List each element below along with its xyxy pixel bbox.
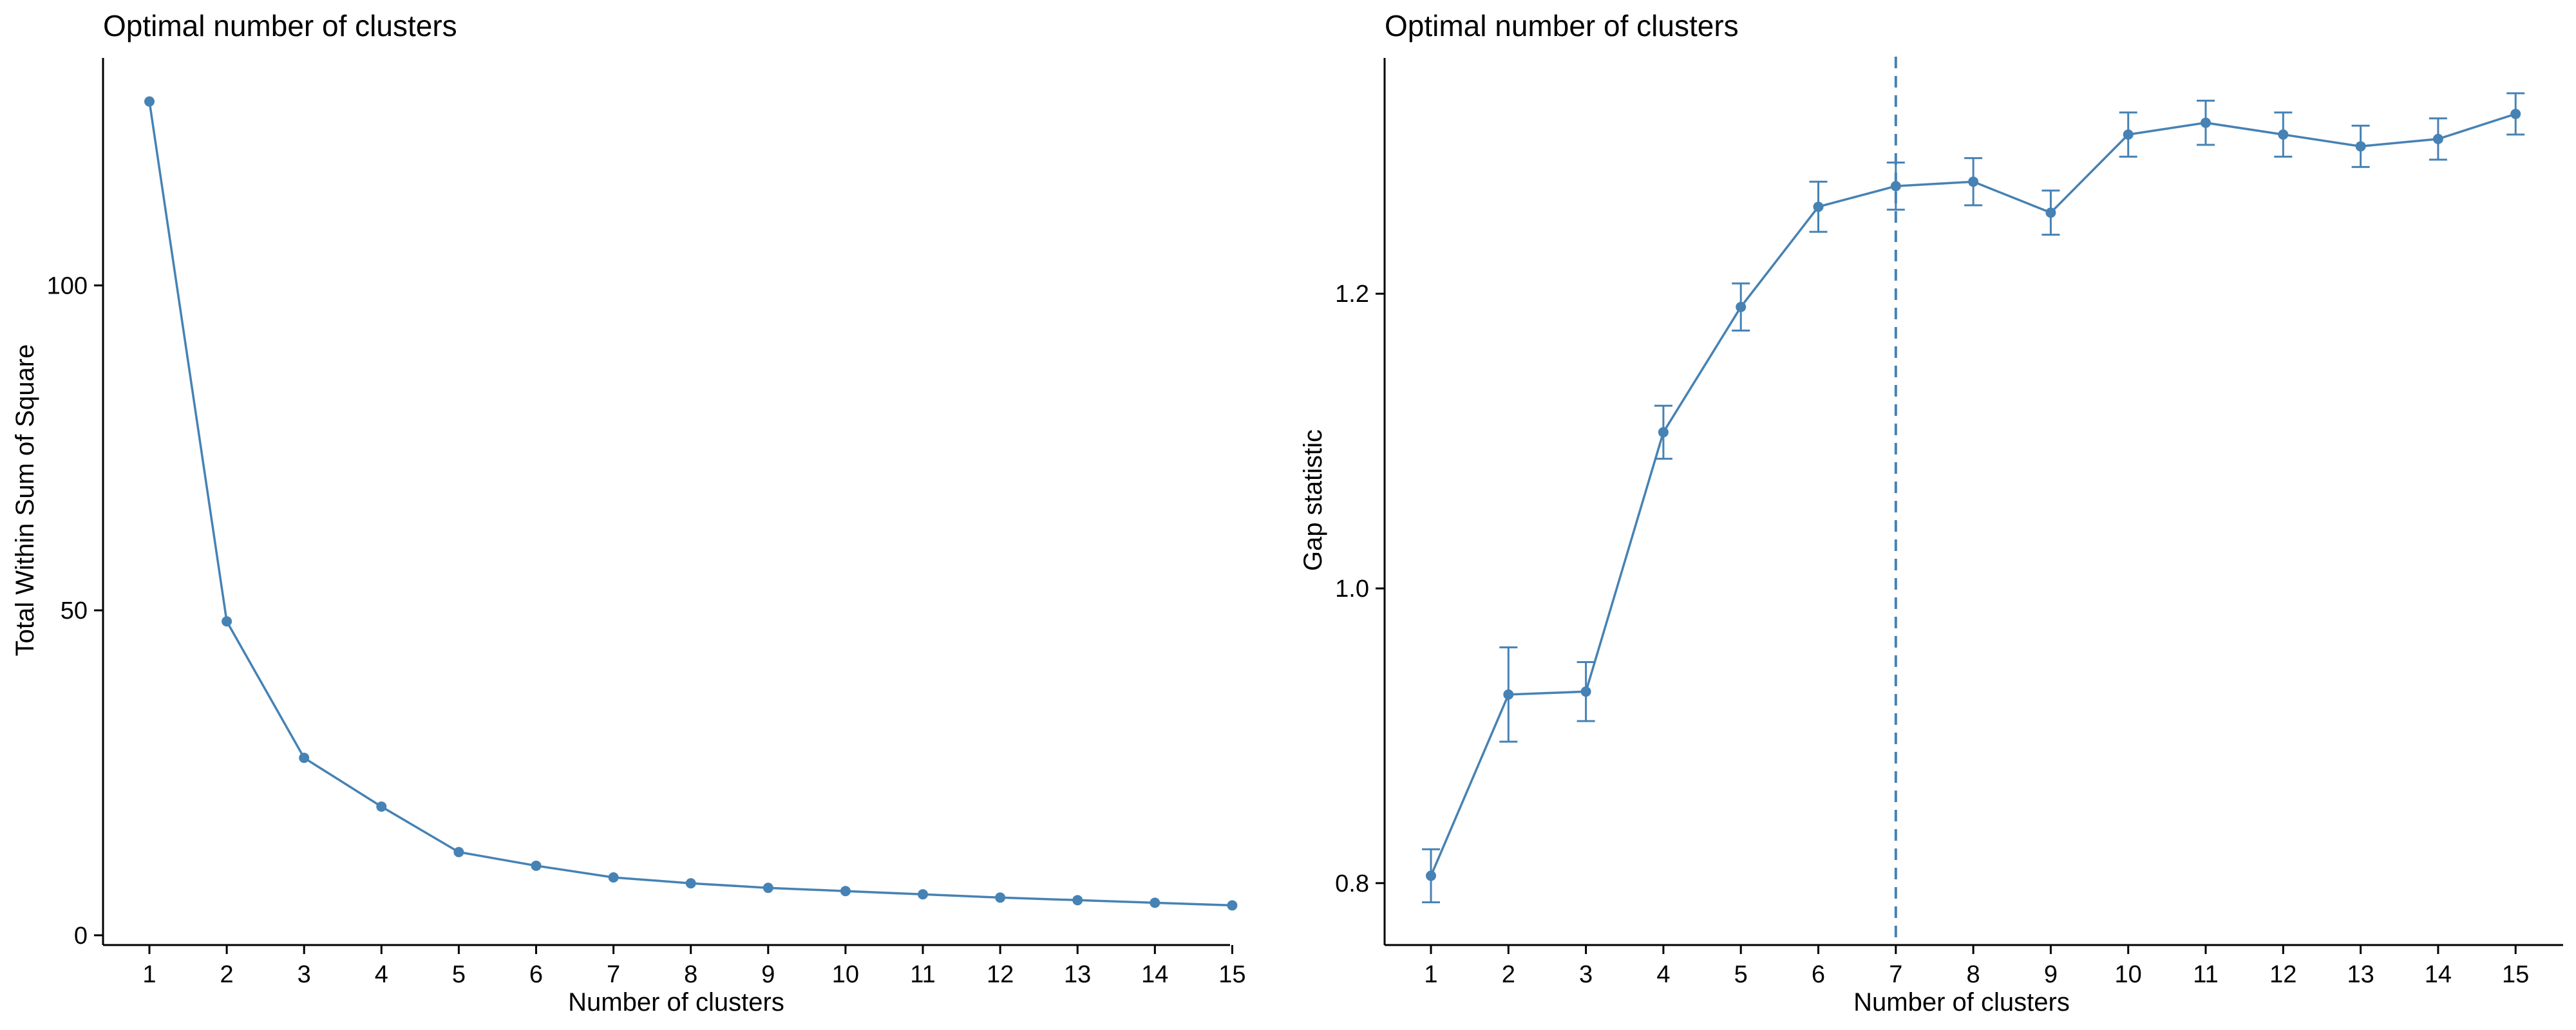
elbow-chart-point [299,753,310,763]
elbow-chart-x-tick-label: 7 [607,961,620,988]
elbow-chart-series-line [148,101,1233,907]
elbow-chart-title: Optimal number of clusters [103,9,457,42]
elbow-chart-point [453,847,464,857]
elbow-chart-x-tick-label: 2 [220,961,234,988]
gap-chart-point [2355,141,2366,152]
elbow-chart-point [995,892,1006,903]
elbow-chart-point [222,616,232,627]
elbow-chart-x-tick-label: 9 [761,961,775,988]
gap-chart-point [1736,301,1747,312]
gap-chart-x-tick-label: 11 [2193,961,2218,988]
gap-chart-x-tick-label: 6 [1812,961,1825,988]
elbow-chart-x-tick-label: 4 [375,961,388,988]
elbow-chart-x-tick-label: 3 [298,961,311,988]
gap-chart-x-axis-title: Number of clusters [1853,988,2070,1016]
gap-chart-point [2278,129,2289,140]
gap-chart-x-tick-label: 9 [2044,961,2058,988]
elbow-chart-point [685,878,696,889]
elbow-chart-point [1150,897,1160,908]
gap-chart-point [1426,870,1436,881]
elbow-chart-point [608,872,619,883]
gap-chart-point [2201,117,2211,128]
elbow-chart-x-tick-label: 6 [529,961,543,988]
gap-chart-x-tick-label: 1 [1424,961,1437,988]
elbow-chart-y-axis-title: Total Within Sum of Square [11,344,39,657]
gap-chart-axes: 0.81.01.21 2 3 4 5 6 7 8 9 10 11 12 13 14 15 [1335,58,2563,988]
gap-chart-x-tick-label: 2 [1502,961,1515,988]
elbow-chart-y-tick-label: 100 [47,272,88,299]
elbow-chart-x-axis-title: Number of clusters [568,988,784,1016]
elbow-chart-y-tick-label: 0 [74,922,88,950]
elbow-chart-point [1227,900,1238,911]
gap-chart-point [2045,207,2056,218]
gap-chart-x-tick-label: 14 [2425,961,2452,988]
elbow-chart-point [840,886,851,897]
gap-chart-point [1813,201,1824,212]
elbow-chart-point [144,96,155,107]
elbow-chart-point [531,860,542,871]
gap-chart-x-tick-label: 4 [1656,961,1670,988]
gap-chart-point [1580,686,1591,697]
elbow-chart-x-tick-label: 1 [142,961,156,988]
gap-chart-title: Optimal number of clusters [1385,9,1739,42]
elbow-chart-point [918,889,928,900]
gap-chart-point [1658,427,1669,438]
elbow-chart-x-tick-label: 5 [452,961,466,988]
elbow-chart-point [762,883,773,894]
gap-chart-y-axis-title: Gap statistic [1299,429,1327,571]
gap-chart-point [1890,181,1901,192]
elbow-chart-x-tick-label: 8 [684,961,697,988]
gap-chart-point [2432,133,2443,144]
elbow-chart-x-tick-label: 11 [910,961,935,988]
gap-chart-point [1503,689,1514,700]
gap-chart-x-tick-label: 7 [1889,961,1902,988]
gap-chart-y-tick-label: 1.2 [1335,281,1369,308]
elbow-chart-point [376,801,387,812]
gap-chart-point [2510,108,2521,119]
elbow-chart-point [1072,895,1083,906]
gap-chart-y-tick-label: 0.8 [1335,870,1369,897]
gap-chart-series-line [1430,113,2516,877]
gap-chart-x-tick-label: 3 [1579,961,1593,988]
gap-chart-x-tick-label: 5 [1734,961,1748,988]
gap-chart-x-tick-label: 12 [2269,961,2297,988]
gap-chart-x-tick-label: 13 [2347,961,2374,988]
gap-chart-point [1968,176,1979,187]
elbow-chart-y-tick-label: 50 [61,597,88,624]
elbow-chart-x-tick-label: 13 [1064,961,1091,988]
gap-chart-x-tick-label: 8 [1967,961,1980,988]
elbow-chart-x-tick-label: 15 [1218,961,1245,988]
gap-chart-point [2123,129,2134,140]
gap-chart-x-tick-label: 10 [2115,961,2142,988]
gap-chart-marks [1422,57,2525,945]
elbow-chart-panel: Optimal number of clusters Number of clu… [11,9,1246,1016]
gap-chart-panel: Optimal number of clusters Number of clu… [1299,9,2563,1016]
elbow-chart-x-tick-label: 10 [832,961,859,988]
gap-chart-x-tick-label: 15 [2502,961,2529,988]
elbow-chart-x-tick-label: 12 [987,961,1014,988]
gap-chart-y-tick-label: 1.0 [1335,576,1369,603]
elbow-chart-marks [144,96,1238,911]
elbow-chart-x-tick-label: 14 [1141,961,1168,988]
